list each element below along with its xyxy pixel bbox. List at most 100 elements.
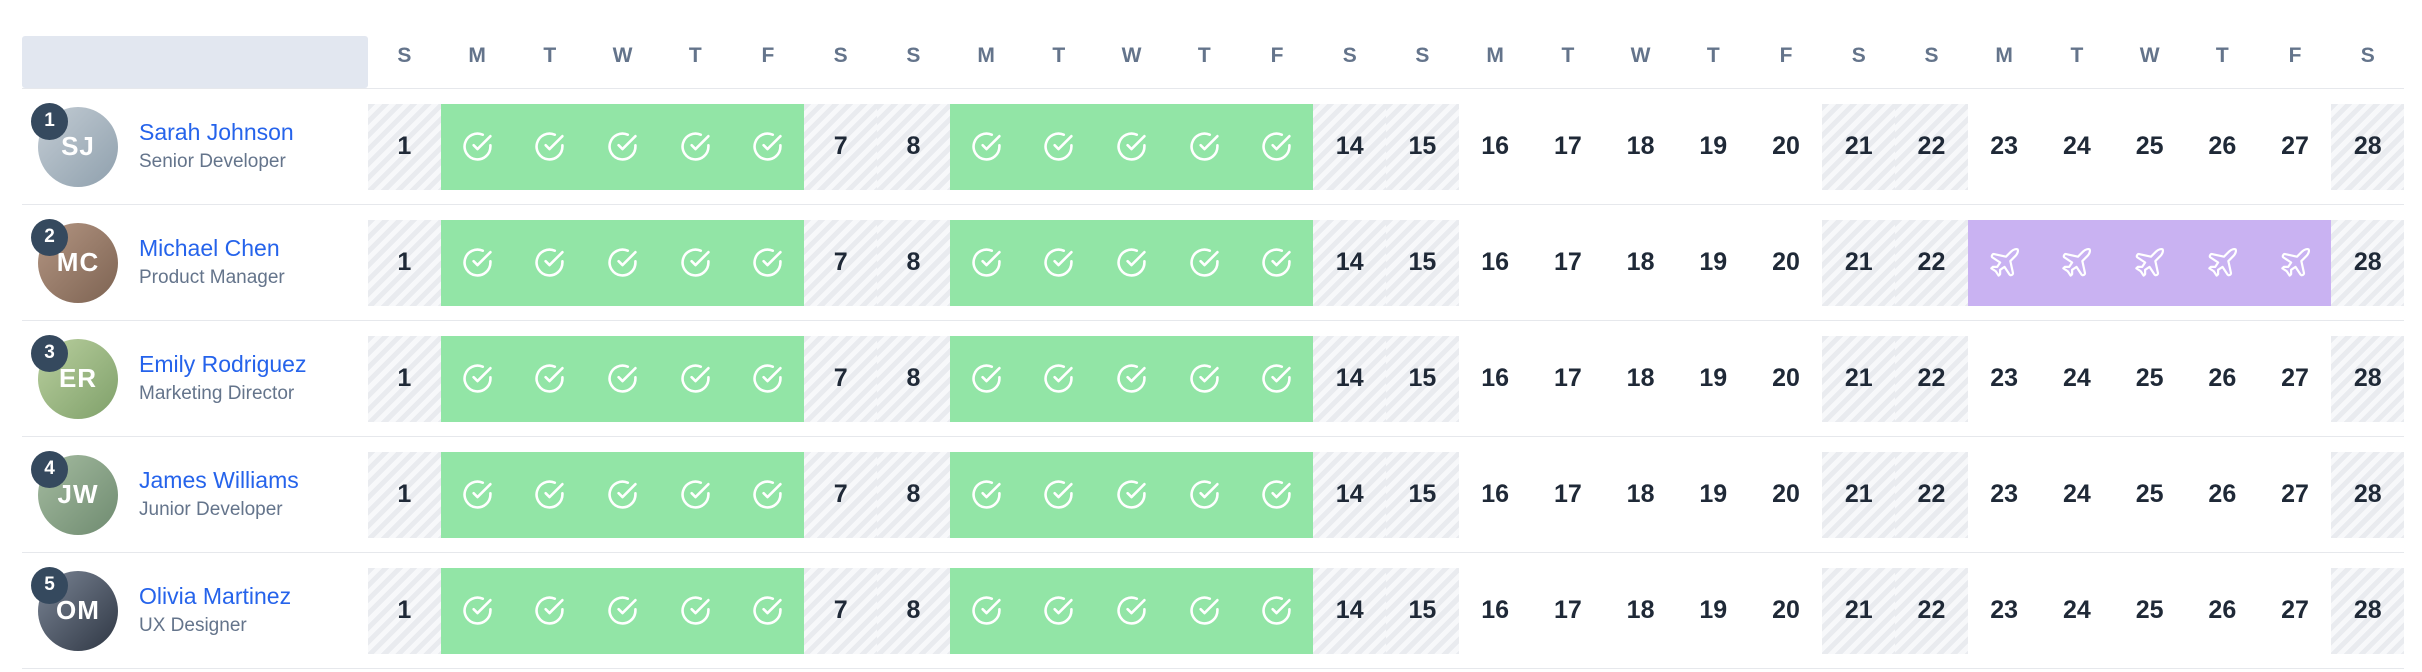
day-cell-14-weekend[interactable]: 14 <box>1313 451 1387 538</box>
day-cell-27-vacation[interactable] <box>2258 219 2332 306</box>
day-cell-28-weekend[interactable]: 28 <box>2331 103 2405 190</box>
day-cell-23-open[interactable]: 23 <box>1968 336 2041 422</box>
day-cell-24-open[interactable]: 24 <box>2041 104 2114 190</box>
day-cell-1-weekend[interactable]: 1 <box>368 219 441 306</box>
day-cell-23-open[interactable]: 23 <box>1968 452 2041 538</box>
day-cell-8-weekend[interactable]: 8 <box>877 335 950 422</box>
day-cell-19-open[interactable]: 19 <box>1677 220 1750 306</box>
day-cell-13-present[interactable] <box>1240 335 1314 422</box>
day-cell-3-present[interactable] <box>513 219 587 306</box>
day-cell-9-present[interactable] <box>949 103 1023 190</box>
day-cell-23-open[interactable]: 23 <box>1968 104 2041 190</box>
day-cell-15-weekend[interactable]: 15 <box>1386 451 1459 538</box>
day-cell-16-open[interactable]: 16 <box>1459 220 1532 306</box>
day-cell-23-vacation[interactable] <box>1967 219 2041 306</box>
day-cell-6-present[interactable] <box>731 335 805 422</box>
day-cell-5-present[interactable] <box>658 219 732 306</box>
day-cell-13-present[interactable] <box>1240 567 1314 654</box>
avatar[interactable]: SJ <box>38 106 118 187</box>
day-cell-9-present[interactable] <box>949 567 1023 654</box>
day-cell-22-weekend[interactable]: 22 <box>1895 335 1968 422</box>
day-cell-17-open[interactable]: 17 <box>1532 568 1605 654</box>
day-cell-17-open[interactable]: 17 <box>1532 104 1605 190</box>
day-cell-11-present[interactable] <box>1095 219 1168 306</box>
day-cell-21-weekend[interactable]: 21 <box>1822 103 1896 190</box>
day-cell-18-open[interactable]: 18 <box>1604 452 1677 538</box>
day-cell-26-open[interactable]: 26 <box>2186 568 2259 654</box>
day-cell-20-open[interactable]: 20 <box>1750 568 1823 654</box>
day-cell-5-present[interactable] <box>658 335 732 422</box>
day-cell-19-open[interactable]: 19 <box>1677 336 1750 422</box>
day-cell-11-present[interactable] <box>1095 567 1168 654</box>
day-cell-10-present[interactable] <box>1022 451 1096 538</box>
day-cell-5-present[interactable] <box>658 451 732 538</box>
day-cell-24-open[interactable]: 24 <box>2041 568 2114 654</box>
day-cell-26-open[interactable]: 26 <box>2186 104 2259 190</box>
day-cell-20-open[interactable]: 20 <box>1750 452 1823 538</box>
day-cell-8-weekend[interactable]: 8 <box>877 567 950 654</box>
day-cell-1-weekend[interactable]: 1 <box>368 335 441 422</box>
day-cell-9-present[interactable] <box>949 219 1023 306</box>
day-cell-20-open[interactable]: 20 <box>1750 220 1823 306</box>
day-cell-18-open[interactable]: 18 <box>1604 336 1677 422</box>
day-cell-20-open[interactable]: 20 <box>1750 104 1823 190</box>
day-cell-5-present[interactable] <box>658 567 732 654</box>
day-cell-24-open[interactable]: 24 <box>2041 452 2114 538</box>
member-name[interactable]: Sarah Johnson <box>139 118 294 145</box>
day-cell-16-open[interactable]: 16 <box>1459 568 1532 654</box>
day-cell-14-weekend[interactable]: 14 <box>1313 567 1387 654</box>
day-cell-6-present[interactable] <box>731 567 805 654</box>
day-cell-16-open[interactable]: 16 <box>1459 452 1532 538</box>
day-cell-25-open[interactable]: 25 <box>2113 336 2186 422</box>
day-cell-4-present[interactable] <box>586 219 659 306</box>
day-cell-2-present[interactable] <box>440 451 514 538</box>
day-cell-7-weekend[interactable]: 7 <box>804 335 878 422</box>
day-cell-22-weekend[interactable]: 22 <box>1895 567 1968 654</box>
day-cell-18-open[interactable]: 18 <box>1604 220 1677 306</box>
day-cell-7-weekend[interactable]: 7 <box>804 567 878 654</box>
day-cell-15-weekend[interactable]: 15 <box>1386 335 1459 422</box>
day-cell-11-present[interactable] <box>1095 335 1168 422</box>
day-cell-28-weekend[interactable]: 28 <box>2331 335 2405 422</box>
member-name[interactable]: James Williams <box>139 466 299 493</box>
day-cell-8-weekend[interactable]: 8 <box>877 219 950 306</box>
day-cell-1-weekend[interactable]: 1 <box>368 451 441 538</box>
day-cell-3-present[interactable] <box>513 103 587 190</box>
day-cell-19-open[interactable]: 19 <box>1677 568 1750 654</box>
day-cell-10-present[interactable] <box>1022 335 1096 422</box>
day-cell-10-present[interactable] <box>1022 103 1096 190</box>
day-cell-16-open[interactable]: 16 <box>1459 104 1532 190</box>
day-cell-27-open[interactable]: 27 <box>2259 104 2332 190</box>
day-cell-3-present[interactable] <box>513 335 587 422</box>
day-cell-15-weekend[interactable]: 15 <box>1386 103 1459 190</box>
day-cell-4-present[interactable] <box>586 103 659 190</box>
day-cell-6-present[interactable] <box>731 103 805 190</box>
day-cell-21-weekend[interactable]: 21 <box>1822 335 1896 422</box>
day-cell-10-present[interactable] <box>1022 219 1096 306</box>
day-cell-3-present[interactable] <box>513 451 587 538</box>
day-cell-4-present[interactable] <box>586 335 659 422</box>
day-cell-5-present[interactable] <box>658 103 732 190</box>
day-cell-6-present[interactable] <box>731 219 805 306</box>
day-cell-28-weekend[interactable]: 28 <box>2331 567 2405 654</box>
day-cell-28-weekend[interactable]: 28 <box>2331 219 2405 306</box>
day-cell-26-open[interactable]: 26 <box>2186 452 2259 538</box>
day-cell-19-open[interactable]: 19 <box>1677 104 1750 190</box>
day-cell-12-present[interactable] <box>1167 451 1241 538</box>
day-cell-12-present[interactable] <box>1167 567 1241 654</box>
day-cell-14-weekend[interactable]: 14 <box>1313 335 1387 422</box>
day-cell-17-open[interactable]: 17 <box>1532 452 1605 538</box>
day-cell-13-present[interactable] <box>1240 219 1314 306</box>
day-cell-21-weekend[interactable]: 21 <box>1822 567 1896 654</box>
day-cell-24-vacation[interactable] <box>2040 219 2114 306</box>
day-cell-15-weekend[interactable]: 15 <box>1386 219 1459 306</box>
day-cell-1-weekend[interactable]: 1 <box>368 567 441 654</box>
day-cell-16-open[interactable]: 16 <box>1459 336 1532 422</box>
day-cell-17-open[interactable]: 17 <box>1532 220 1605 306</box>
day-cell-25-vacation[interactable] <box>2113 219 2186 306</box>
day-cell-12-present[interactable] <box>1167 103 1241 190</box>
day-cell-2-present[interactable] <box>440 335 514 422</box>
day-cell-12-present[interactable] <box>1167 219 1241 306</box>
day-cell-2-present[interactable] <box>440 219 514 306</box>
day-cell-25-open[interactable]: 25 <box>2113 568 2186 654</box>
